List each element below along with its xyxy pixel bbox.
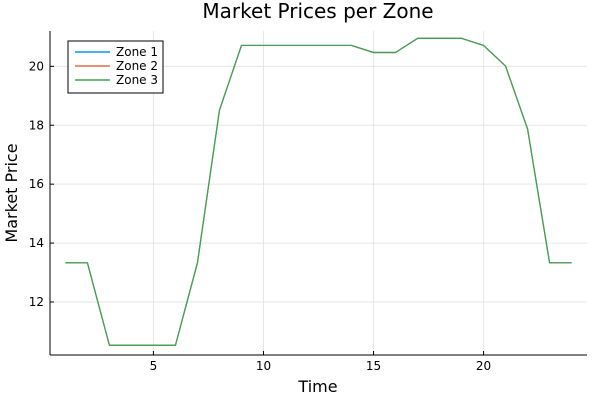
x-tick-label: 5	[150, 359, 158, 373]
legend-box	[67, 40, 164, 94]
axes	[49, 31, 587, 356]
x-tick-label: 20	[476, 359, 491, 373]
y-tick-label: 14	[29, 236, 44, 250]
x-tick-label: 10	[256, 359, 271, 373]
y-tick-label: 12	[29, 295, 44, 309]
x-tick-label: 15	[366, 359, 381, 373]
y-axis-label: Market Price	[2, 143, 21, 242]
ticks: 5 10 15 20 12 14 16 18 20	[29, 59, 491, 373]
grid-lines	[50, 31, 587, 355]
series-line-zone-3	[65, 37, 572, 346]
legend-label: Zone 1	[116, 45, 158, 59]
series-group	[65, 37, 572, 346]
legend-label: Zone 2	[116, 59, 158, 73]
y-tick-label: 20	[29, 59, 44, 73]
legend-label: Zone 3	[116, 73, 158, 87]
x-axis-label: Time	[297, 377, 337, 396]
y-tick-label: 16	[29, 177, 44, 191]
y-tick-label: 18	[29, 118, 44, 132]
chart-title: Market Prices per Zone	[202, 0, 433, 23]
